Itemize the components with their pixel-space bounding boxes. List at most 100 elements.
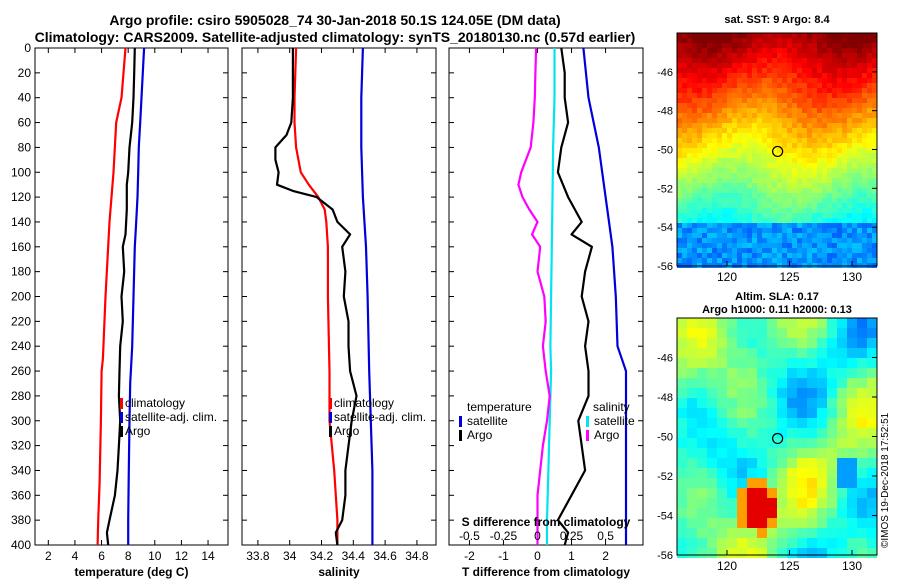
- map-cell: [857, 388, 867, 398]
- map-cell: [687, 203, 692, 208]
- map-cell: [802, 233, 807, 238]
- y-tick-label: 360: [11, 488, 31, 502]
- map-cell: [827, 178, 832, 183]
- map-cell: [682, 218, 687, 223]
- map-cell: [797, 408, 807, 418]
- map-cell: [852, 138, 857, 143]
- map-cell: [742, 148, 747, 153]
- map-cell: [782, 153, 787, 158]
- map-cell: [717, 53, 722, 58]
- map-cell: [677, 33, 682, 38]
- map-cell: [857, 153, 862, 158]
- map-cell: [782, 228, 787, 233]
- map-cell: [847, 68, 852, 73]
- map-cell: [772, 168, 777, 173]
- map-cell: [872, 78, 877, 83]
- map-cell: [702, 43, 707, 48]
- map-cell: [727, 518, 737, 528]
- map-cell: [847, 63, 852, 68]
- map-cell: [707, 118, 712, 123]
- map-cell: [692, 168, 697, 173]
- map-cell: [727, 38, 732, 43]
- map-cell: [822, 163, 827, 168]
- map-cell: [677, 223, 682, 228]
- map-cell: [862, 148, 867, 153]
- map-cell: [797, 388, 807, 398]
- map-cell: [842, 148, 847, 153]
- map-cell: [722, 208, 727, 213]
- map-cell: [777, 73, 782, 78]
- map-cell: [702, 178, 707, 183]
- map-cell: [872, 253, 877, 258]
- map-cell: [772, 93, 777, 98]
- map-cell: [862, 43, 867, 48]
- map-cell: [682, 158, 687, 163]
- map-cell: [717, 488, 727, 498]
- map-cell: [867, 173, 872, 178]
- map-cell: [787, 58, 792, 63]
- map-cell: [802, 138, 807, 143]
- map-cell: [757, 468, 767, 478]
- map-cell: [787, 418, 797, 428]
- map-cell: [692, 218, 697, 223]
- legend-swatch-difference-salinity: [586, 430, 589, 441]
- map-cell: [687, 388, 697, 398]
- map-cell: [682, 133, 687, 138]
- argo-position-marker: [772, 432, 784, 445]
- map-cell: [867, 63, 872, 68]
- map-cell: [737, 248, 742, 253]
- map-cell: [717, 63, 722, 68]
- map-cell: [722, 138, 727, 143]
- map-cell: [777, 198, 782, 203]
- map-cell: [837, 458, 847, 468]
- map-cell: [842, 113, 847, 118]
- map-cell: [847, 33, 852, 38]
- map-cell: [717, 223, 722, 228]
- map-cell: [747, 133, 752, 138]
- map-cell: [682, 58, 687, 63]
- map-cell: [872, 148, 877, 153]
- map-cell: [737, 208, 742, 213]
- map-cell: [857, 238, 862, 243]
- map-cell: [872, 58, 877, 63]
- map-cell: [827, 468, 837, 478]
- map-cell: [697, 368, 707, 378]
- map-cell: [787, 248, 792, 253]
- map-cell: [677, 258, 682, 263]
- map-cell: [752, 193, 757, 198]
- map-cell: [827, 163, 832, 168]
- map-cell: [817, 83, 822, 88]
- map-cell: [792, 178, 797, 183]
- map-cell: [867, 233, 872, 238]
- map-cell: [857, 98, 862, 103]
- map-cell: [747, 53, 752, 58]
- map-cell: [772, 193, 777, 198]
- map-cell: [822, 153, 827, 158]
- map-cell: [747, 218, 752, 223]
- map-cell: [682, 93, 687, 98]
- map-cell: [812, 213, 817, 218]
- map-cell: [812, 43, 817, 48]
- map-cell: [852, 33, 857, 38]
- map-cell: [757, 178, 762, 183]
- map-cell: [732, 243, 737, 248]
- map-cell: [697, 83, 702, 88]
- map-cell: [737, 223, 742, 228]
- map-cell: [867, 243, 872, 248]
- map-cell: [697, 358, 707, 368]
- map-cell: [862, 238, 867, 243]
- map-cell: [737, 128, 742, 133]
- map-cell: [837, 143, 842, 148]
- map-cell: [772, 118, 777, 123]
- map-cell: [727, 418, 737, 428]
- map-cell: [837, 538, 847, 548]
- map-cell: [852, 243, 857, 248]
- map-cell: [862, 208, 867, 213]
- map-cell: [752, 138, 757, 143]
- map-cell: [677, 98, 682, 103]
- map-cell: [727, 208, 732, 213]
- map-cell: [847, 318, 857, 328]
- map-cell: [707, 258, 712, 263]
- map-cell: [757, 198, 762, 203]
- map-cell: [767, 203, 772, 208]
